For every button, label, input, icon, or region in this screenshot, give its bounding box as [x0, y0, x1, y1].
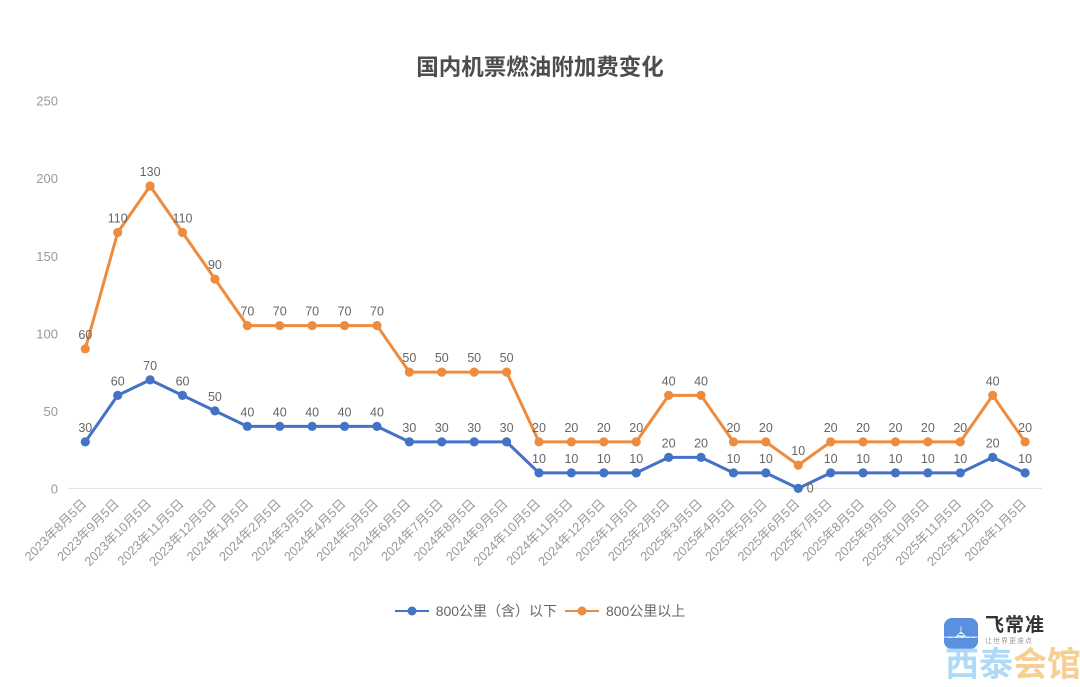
svg-text:70: 70: [370, 305, 384, 319]
svg-text:100: 100: [36, 326, 58, 341]
svg-text:10: 10: [953, 452, 967, 466]
svg-text:60: 60: [176, 374, 190, 388]
svg-text:30: 30: [467, 421, 481, 435]
svg-text:40: 40: [370, 405, 384, 419]
svg-text:20: 20: [986, 436, 1000, 450]
svg-text:20: 20: [532, 421, 546, 435]
svg-text:10: 10: [1018, 452, 1032, 466]
svg-text:40: 40: [662, 374, 676, 388]
svg-text:50: 50: [208, 390, 222, 404]
svg-text:20: 20: [1018, 421, 1032, 435]
svg-text:60: 60: [78, 328, 92, 342]
svg-text:40: 40: [240, 405, 254, 419]
svg-text:40: 40: [338, 405, 352, 419]
svg-text:110: 110: [173, 212, 193, 226]
svg-text:70: 70: [143, 359, 157, 373]
svg-text:30: 30: [402, 421, 416, 435]
svg-text:20: 20: [726, 421, 740, 435]
svg-text:10: 10: [824, 452, 838, 466]
svg-text:20: 20: [564, 421, 578, 435]
svg-text:30: 30: [78, 421, 92, 435]
svg-text:50: 50: [435, 351, 449, 365]
svg-text:10: 10: [564, 452, 578, 466]
svg-text:20: 20: [953, 421, 967, 435]
svg-text:10: 10: [791, 444, 805, 458]
svg-text:200: 200: [36, 171, 58, 186]
svg-text:70: 70: [338, 305, 352, 319]
svg-text:50: 50: [44, 404, 58, 419]
svg-text:90: 90: [208, 258, 222, 272]
svg-text:10: 10: [889, 452, 903, 466]
svg-text:20: 20: [856, 421, 870, 435]
svg-text:10: 10: [532, 452, 546, 466]
svg-text:30: 30: [435, 421, 449, 435]
svg-text:20: 20: [662, 436, 676, 450]
svg-text:30: 30: [500, 421, 514, 435]
svg-text:50: 50: [402, 351, 416, 365]
svg-text:10: 10: [759, 452, 773, 466]
svg-text:20: 20: [824, 421, 838, 435]
svg-text:70: 70: [273, 305, 287, 319]
svg-text:40: 40: [986, 374, 1000, 388]
svg-text:20: 20: [629, 421, 643, 435]
svg-text:40: 40: [305, 405, 319, 419]
svg-text:10: 10: [629, 452, 643, 466]
svg-text:40: 40: [273, 405, 287, 419]
svg-text:110: 110: [108, 212, 128, 226]
svg-text:0: 0: [807, 481, 814, 495]
svg-text:70: 70: [305, 305, 319, 319]
svg-text:10: 10: [597, 452, 611, 466]
svg-text:60: 60: [111, 374, 125, 388]
svg-text:20: 20: [694, 436, 708, 450]
svg-text:50: 50: [500, 351, 514, 365]
svg-text:40: 40: [694, 374, 708, 388]
svg-text:10: 10: [726, 452, 740, 466]
svg-text:250: 250: [36, 94, 58, 109]
svg-text:10: 10: [921, 452, 935, 466]
svg-text:20: 20: [597, 421, 611, 435]
svg-text:0: 0: [51, 481, 58, 496]
svg-text:10: 10: [856, 452, 870, 466]
svg-text:50: 50: [467, 351, 481, 365]
svg-text:150: 150: [36, 249, 58, 264]
svg-text:20: 20: [921, 421, 935, 435]
svg-text:20: 20: [759, 421, 773, 435]
svg-text:20: 20: [889, 421, 903, 435]
svg-text:70: 70: [240, 305, 254, 319]
svg-text:130: 130: [140, 165, 161, 179]
